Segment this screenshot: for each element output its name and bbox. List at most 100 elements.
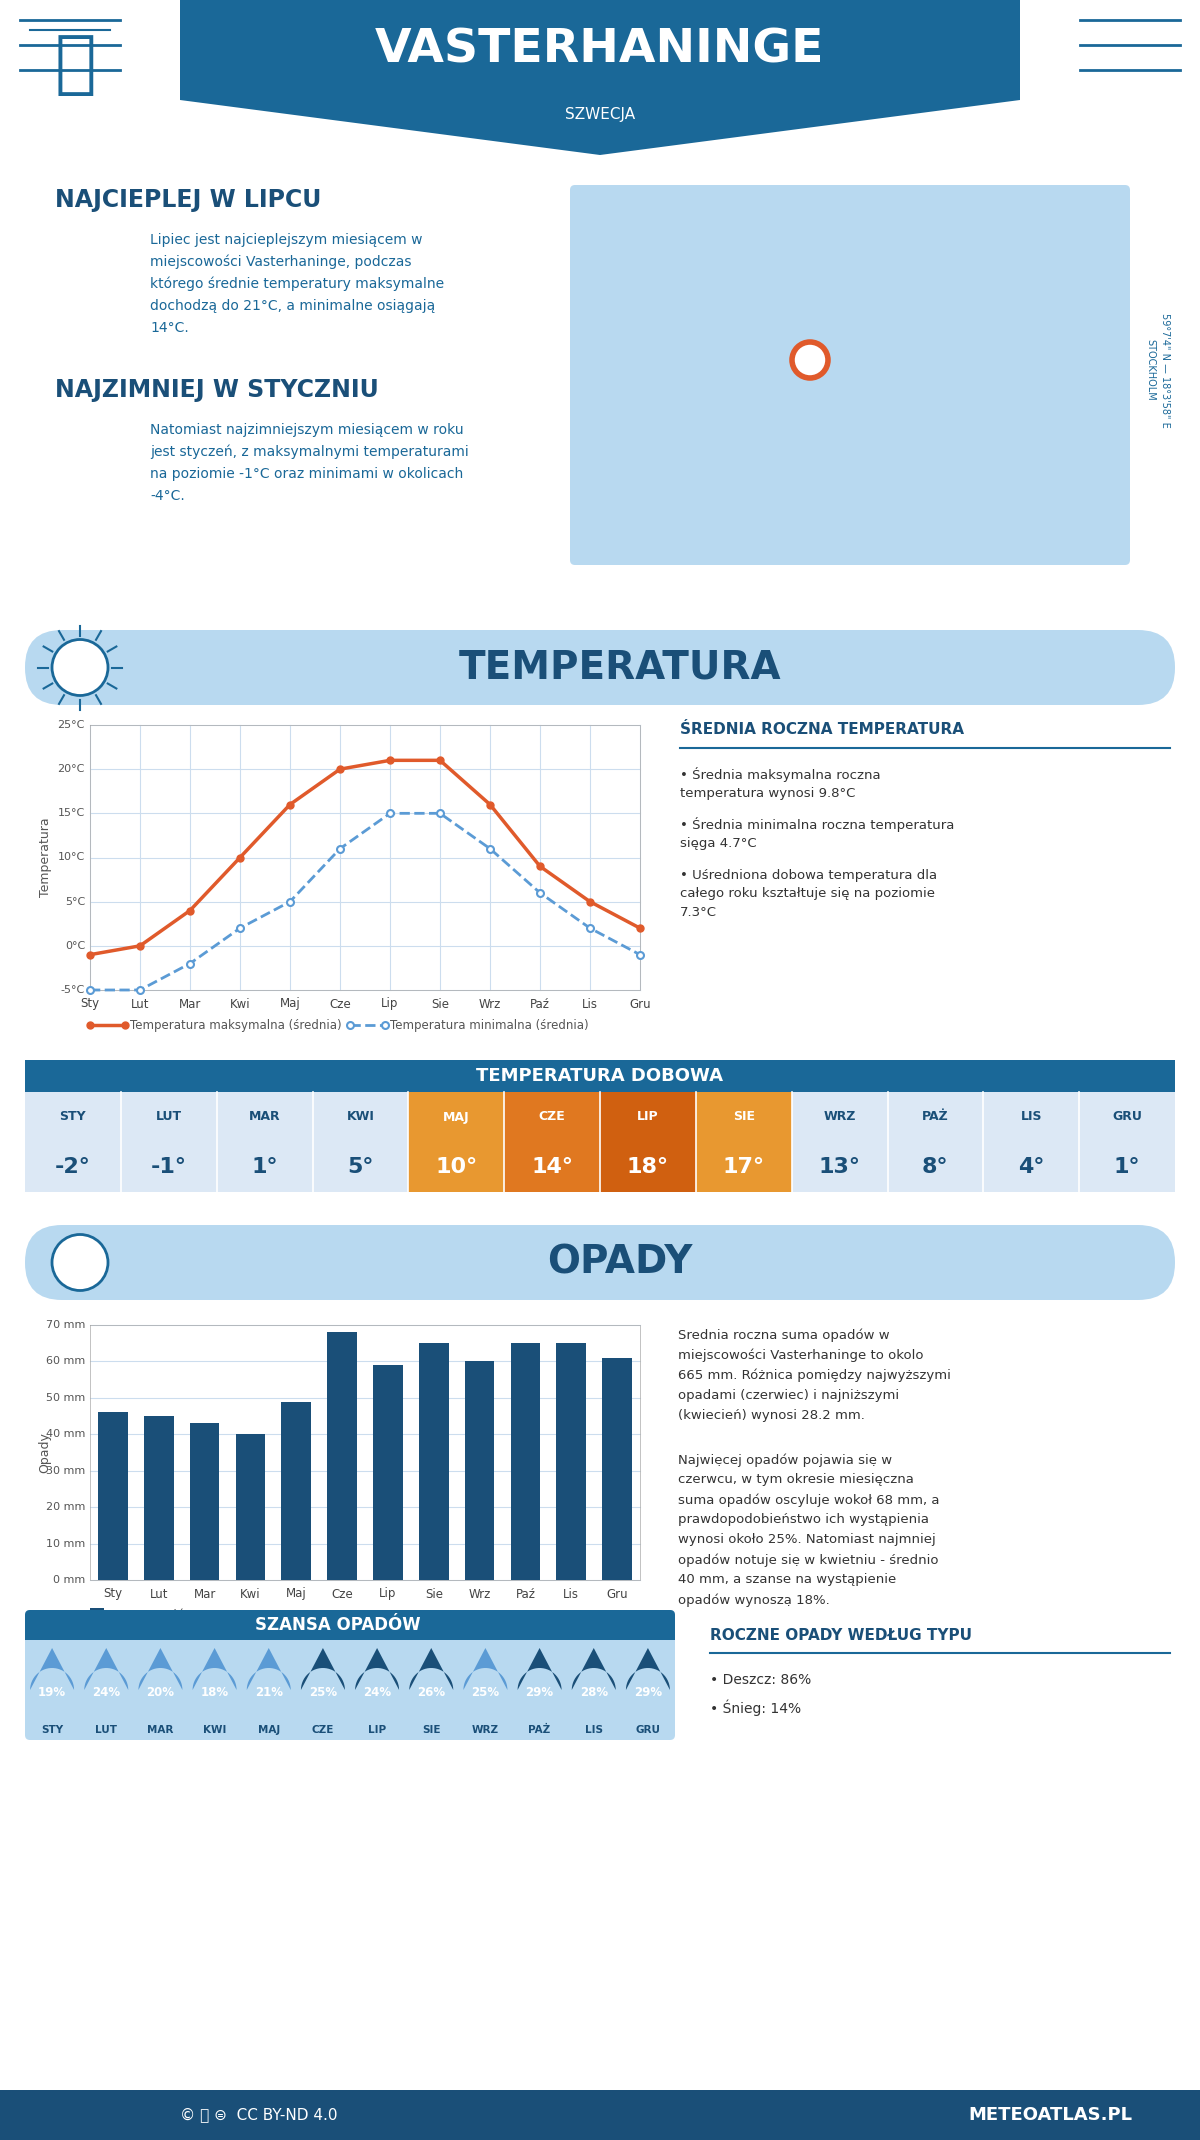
Bar — [983, 1091, 1079, 1143]
Text: STY: STY — [60, 1111, 86, 1124]
Circle shape — [52, 640, 108, 696]
Text: • Uśredniona dobowa temperatura dla: • Uśredniona dobowa temperatura dla — [680, 869, 937, 882]
Text: Gru: Gru — [629, 997, 650, 1010]
Text: 20%: 20% — [146, 1686, 174, 1699]
Text: opadów wynoszạ 18%.: opadów wynoszạ 18%. — [678, 1594, 829, 1607]
Bar — [557, 1344, 586, 1579]
Text: 25°C: 25°C — [58, 719, 85, 730]
Bar — [696, 1143, 792, 1192]
Text: Kwi: Kwi — [240, 1588, 260, 1601]
Bar — [121, 1091, 217, 1143]
Bar — [190, 1423, 220, 1579]
Text: LIS: LIS — [1020, 1111, 1042, 1124]
Text: 59°7'4" N — 18°3'58" E: 59°7'4" N — 18°3'58" E — [1160, 312, 1170, 428]
Text: Mar: Mar — [179, 997, 202, 1010]
Bar — [510, 1344, 540, 1579]
Text: -1°: -1° — [151, 1158, 187, 1177]
Bar — [235, 1434, 265, 1579]
Text: SIE: SIE — [422, 1725, 440, 1736]
Bar — [144, 1417, 174, 1579]
Text: Natomiast najzimniejszym miesiącem w roku: Natomiast najzimniejszym miesiącem w rok… — [150, 424, 463, 437]
Text: NAJCIEPLEJ W LIPCU: NAJCIEPLEJ W LIPCU — [55, 188, 322, 212]
Text: LIP: LIP — [637, 1111, 659, 1124]
Text: 5°: 5° — [347, 1158, 373, 1177]
Text: LIP: LIP — [368, 1725, 386, 1736]
Text: Temperatura minimalna (średnia): Temperatura minimalna (średnia) — [390, 1019, 589, 1031]
Polygon shape — [138, 1648, 182, 1691]
Text: 24%: 24% — [92, 1686, 120, 1699]
Bar — [600, 1143, 696, 1192]
Bar — [792, 1091, 888, 1143]
Text: Lip: Lip — [382, 997, 398, 1010]
Text: miejscowości Vasterhaninge to okolo: miejscowości Vasterhaninge to okolo — [678, 1348, 924, 1361]
Bar — [217, 1091, 312, 1143]
Text: 21%: 21% — [254, 1686, 283, 1699]
Polygon shape — [626, 1648, 670, 1691]
Text: ROCZNE OPADY WEDŁUG TYPU: ROCZNE OPADY WEDŁUG TYPU — [710, 1629, 972, 1644]
Text: jest styczeń, z maksymalnymi temperaturami: jest styczeń, z maksymalnymi temperatura… — [150, 445, 469, 460]
Text: Sty: Sty — [103, 1588, 122, 1601]
Text: 14°: 14° — [532, 1158, 574, 1177]
Text: Lut: Lut — [131, 997, 149, 1010]
Bar — [696, 1091, 792, 1143]
Text: 1°: 1° — [1114, 1158, 1140, 1177]
Text: © ⓘ ⊜  CC BY-ND 4.0: © ⓘ ⊜ CC BY-ND 4.0 — [180, 2108, 337, 2123]
Polygon shape — [247, 1648, 290, 1691]
Text: 17°: 17° — [722, 1158, 764, 1177]
Text: • Średnia minimalna roczna temperatura: • Średnia minimalna roczna temperatura — [680, 817, 954, 832]
Text: 10°C: 10°C — [58, 852, 85, 862]
Text: 19%: 19% — [38, 1686, 66, 1699]
Polygon shape — [301, 1648, 344, 1691]
Text: Sty: Sty — [80, 997, 100, 1010]
Text: opadów notuje siẹ w kwietniu - średnio: opadów notuje siẹ w kwietniu - średnio — [678, 1554, 938, 1566]
Text: WRZ: WRZ — [472, 1725, 499, 1736]
Bar — [25, 1059, 1175, 1091]
Bar — [281, 1402, 311, 1579]
Bar — [217, 1143, 312, 1192]
FancyBboxPatch shape — [570, 184, 1130, 565]
Text: LUT: LUT — [156, 1111, 182, 1124]
Text: 14°C.: 14°C. — [150, 321, 188, 336]
Text: 29%: 29% — [634, 1686, 662, 1699]
Text: 15°C: 15°C — [58, 809, 85, 817]
Text: 40 mm: 40 mm — [46, 1430, 85, 1440]
Bar — [600, 1091, 696, 1143]
Text: Temperatura maksymalna (średnia): Temperatura maksymalna (średnia) — [130, 1019, 342, 1031]
FancyBboxPatch shape — [25, 1609, 674, 1740]
Text: 7.3°C: 7.3°C — [680, 907, 718, 920]
Text: METEOATLAS.PL: METEOATLAS.PL — [968, 2106, 1132, 2125]
Text: 4°: 4° — [1018, 1158, 1044, 1177]
Text: 13°: 13° — [818, 1158, 860, 1177]
Text: MAJ: MAJ — [258, 1725, 280, 1736]
Text: 20 mm: 20 mm — [46, 1502, 85, 1513]
Text: 18°: 18° — [626, 1158, 668, 1177]
Text: 50 mm: 50 mm — [46, 1393, 85, 1404]
Text: ŚREDNIA ROCZNA TEMPERATURA: ŚREDNIA ROCZNA TEMPERATURA — [680, 723, 964, 738]
Text: Maj: Maj — [280, 997, 300, 1010]
Text: 70 mm: 70 mm — [46, 1320, 85, 1329]
Bar — [792, 1143, 888, 1192]
Text: całego roku kształtuje się na poziomie: całego roku kształtuje się na poziomie — [680, 888, 935, 901]
Text: Sie: Sie — [431, 997, 449, 1010]
Text: Kwi: Kwi — [229, 997, 251, 1010]
Bar — [983, 1143, 1079, 1192]
Text: MAJ: MAJ — [443, 1111, 469, 1124]
Text: prawdopodobieństwo ich wystąpienia: prawdopodobieństwo ich wystąpienia — [678, 1513, 929, 1526]
Bar — [121, 1143, 217, 1192]
Text: 5°C: 5°C — [65, 897, 85, 907]
Text: 10 mm: 10 mm — [46, 1539, 85, 1549]
FancyBboxPatch shape — [25, 1224, 1175, 1299]
Text: Paź: Paź — [530, 997, 550, 1010]
Polygon shape — [409, 1648, 454, 1691]
Bar — [98, 1412, 128, 1579]
Text: Cze: Cze — [329, 997, 350, 1010]
FancyBboxPatch shape — [25, 1609, 674, 1639]
Text: 8°: 8° — [922, 1158, 949, 1177]
Text: Lip: Lip — [379, 1588, 397, 1601]
Text: GRU: GRU — [636, 1725, 660, 1736]
Polygon shape — [180, 101, 1020, 154]
Text: miejscowości Vasterhaninge, podczas: miejscowości Vasterhaninge, podczas — [150, 255, 412, 270]
Text: STOCKHOLM: STOCKHOLM — [1145, 338, 1154, 400]
Bar — [90, 1607, 104, 1622]
Text: 20°C: 20°C — [58, 764, 85, 775]
